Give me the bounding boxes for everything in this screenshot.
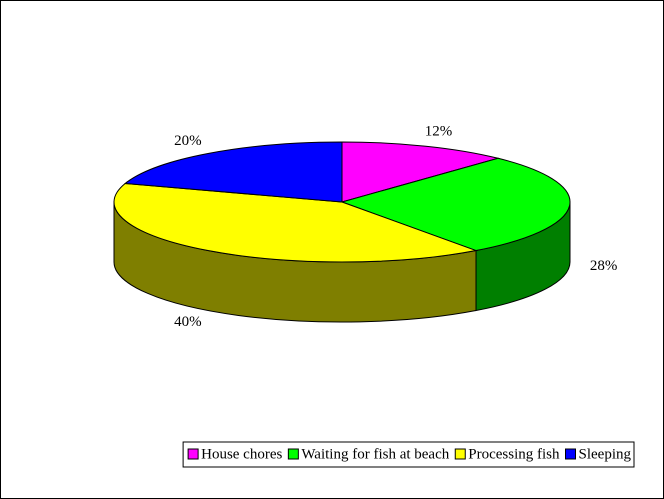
data-label: 40% <box>174 314 202 330</box>
data-label: 28% <box>590 258 618 274</box>
legend-swatch <box>287 448 299 460</box>
slice <box>341 141 501 203</box>
data-label: 20% <box>174 133 202 149</box>
legend-label: Sleeping <box>579 446 632 462</box>
legend-swatch <box>565 448 576 460</box>
legend-label: Processing fish <box>468 446 560 462</box>
legend-box <box>182 441 635 468</box>
slice <box>340 157 571 252</box>
legend-label: House chores <box>201 446 282 462</box>
slice <box>123 141 343 203</box>
slice <box>113 182 478 263</box>
data-label: 12% <box>425 124 453 140</box>
legend-swatch <box>454 448 466 460</box>
legend-swatch <box>187 448 199 460</box>
legend: House chores Waiting for fish at beach Pro… <box>182 441 635 468</box>
legend-label: Waiting for fish at beach <box>301 446 449 462</box>
